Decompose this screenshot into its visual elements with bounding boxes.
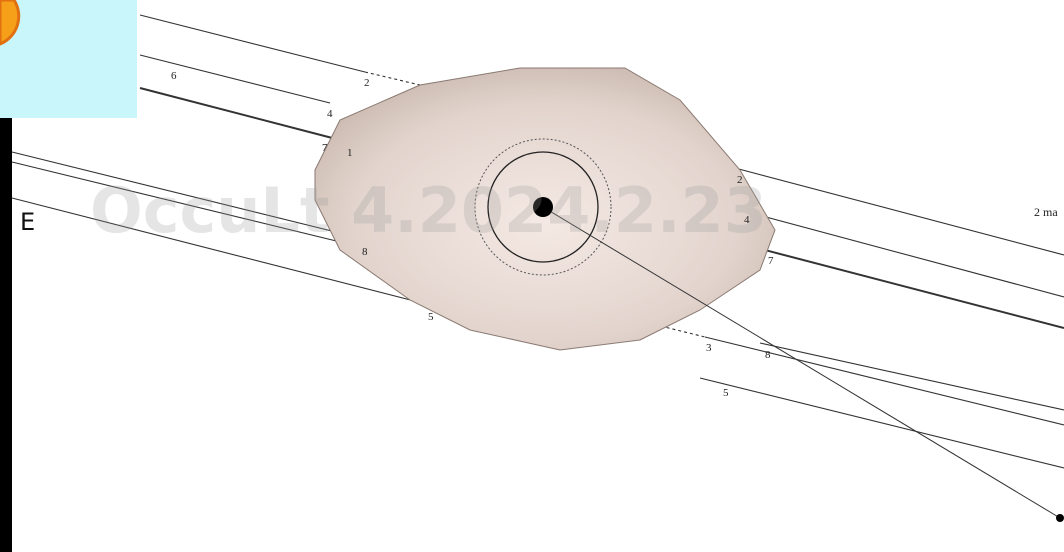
chord-label: 4	[744, 214, 750, 226]
center-dot	[533, 197, 553, 217]
chord-label: 8	[362, 246, 368, 258]
chord-label: 7	[322, 142, 328, 154]
chord-label: 5	[723, 387, 729, 399]
chord-label: 8	[765, 349, 771, 361]
left-bar	[0, 118, 12, 552]
chord-label: 6	[171, 70, 177, 82]
chord-label: 5	[428, 311, 434, 323]
east-label: E	[20, 208, 35, 236]
corner-logo	[0, 0, 21, 46]
chord-labels: 2 6 4 7 1 2 4 8 7 5 3 8 5	[171, 70, 774, 399]
chord-label: 4	[327, 108, 333, 120]
uncertainty-circle	[474, 138, 612, 276]
star-circle	[487, 151, 599, 263]
chord-label: 1	[347, 147, 353, 159]
chord-label: 2	[737, 174, 743, 186]
scale-label: 2 ma	[1034, 205, 1058, 219]
watermark: OccuLt 4.2024.2.23	[90, 174, 767, 247]
corner-panel	[0, 0, 137, 118]
chord-label: 3	[706, 342, 712, 354]
pointer-line	[542, 206, 1061, 519]
chord-label: 7	[768, 255, 774, 267]
end-dot	[1056, 514, 1064, 522]
chord-label: 2	[364, 77, 370, 89]
